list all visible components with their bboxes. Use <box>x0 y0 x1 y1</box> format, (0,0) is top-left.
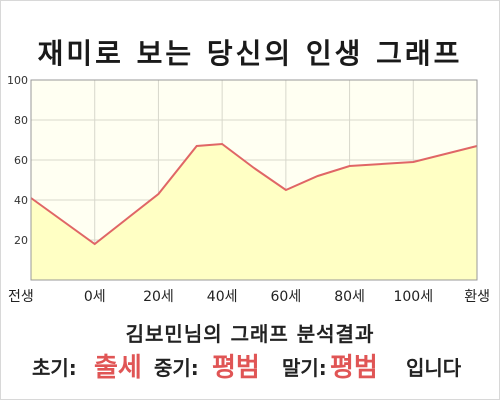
life-line <box>30 142 478 246</box>
y-tick-label: 20 <box>14 234 28 247</box>
x-tick-label: 20세 <box>143 289 174 305</box>
late-value: 평범 <box>330 353 378 383</box>
x-tick-label: 80세 <box>334 289 365 305</box>
x-tick-label: 0세 <box>84 289 106 305</box>
y-tick-labels: 20 40 60 80 100 <box>7 74 28 247</box>
analysis-title: 김보민님의 그래프 분석결과 <box>125 322 375 346</box>
early-value: 출세 <box>94 353 142 383</box>
x-tick-label: 환생 <box>464 289 490 305</box>
life-area-fill <box>31 144 477 280</box>
page-title: 재미로 보는 당신의 인생 그래프 <box>37 37 463 70</box>
mid-label: 중기: <box>154 356 199 380</box>
plot-border <box>30 79 478 281</box>
suffix-text: 입니다 <box>406 356 462 380</box>
late-label: 말기: <box>282 356 327 380</box>
early-label: 초기: <box>32 356 77 380</box>
x-tick-label: 100세 <box>393 289 433 305</box>
y-tick-label: 100 <box>7 74 28 87</box>
y-tick-label: 60 <box>14 154 28 167</box>
analysis-verdict: 초기: 출세 중기: 평범 말기: 평범 입니다 <box>0 346 500 383</box>
x-tick-label: 40세 <box>207 289 238 305</box>
y-tick-label: 40 <box>14 194 28 207</box>
x-tick-label: 전생 <box>8 289 34 305</box>
x-tick-label: 60세 <box>271 289 302 305</box>
x-tick-labels: 전생 0세 20세 40세 60세 80세 100세 환생 <box>8 289 490 305</box>
mid-value: 평범 <box>212 353 260 383</box>
y-tick-label: 80 <box>14 114 28 127</box>
